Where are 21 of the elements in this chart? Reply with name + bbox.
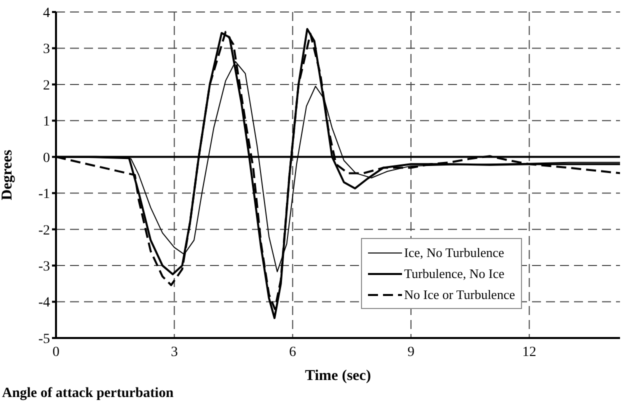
x-tick-label: 3	[170, 344, 178, 360]
x-axis-title: Time (sec)	[305, 368, 371, 384]
y-tick-label: 4	[43, 6, 50, 21]
x-tick-label: 9	[407, 344, 414, 360]
x-tick-label: 0	[52, 344, 60, 360]
y-tick-label: 3	[43, 42, 50, 58]
y-tick-label: -1	[38, 187, 50, 202]
legend-label: No Ice or Turbulence	[404, 286, 515, 302]
y-tick-label: 2	[43, 78, 50, 94]
text: Angle of attack perturbation	[2, 386, 174, 402]
legend-label: Ice, No Turbulence	[404, 244, 504, 260]
y-tick-label: 1	[43, 114, 50, 130]
y-axis-title: Degrees	[0, 150, 16, 200]
y-tick-label: -3	[38, 260, 50, 275]
legend-label: Turbulence, No Ice	[404, 266, 504, 282]
y-tick-label: 0	[43, 150, 50, 166]
y-tick-label: -2	[38, 223, 50, 238]
x-tick-label: 12	[522, 344, 536, 360]
y-tick-label: -4	[38, 296, 50, 311]
x-tick-label: 6	[289, 344, 296, 360]
y-tick-label: -5	[38, 332, 50, 347]
